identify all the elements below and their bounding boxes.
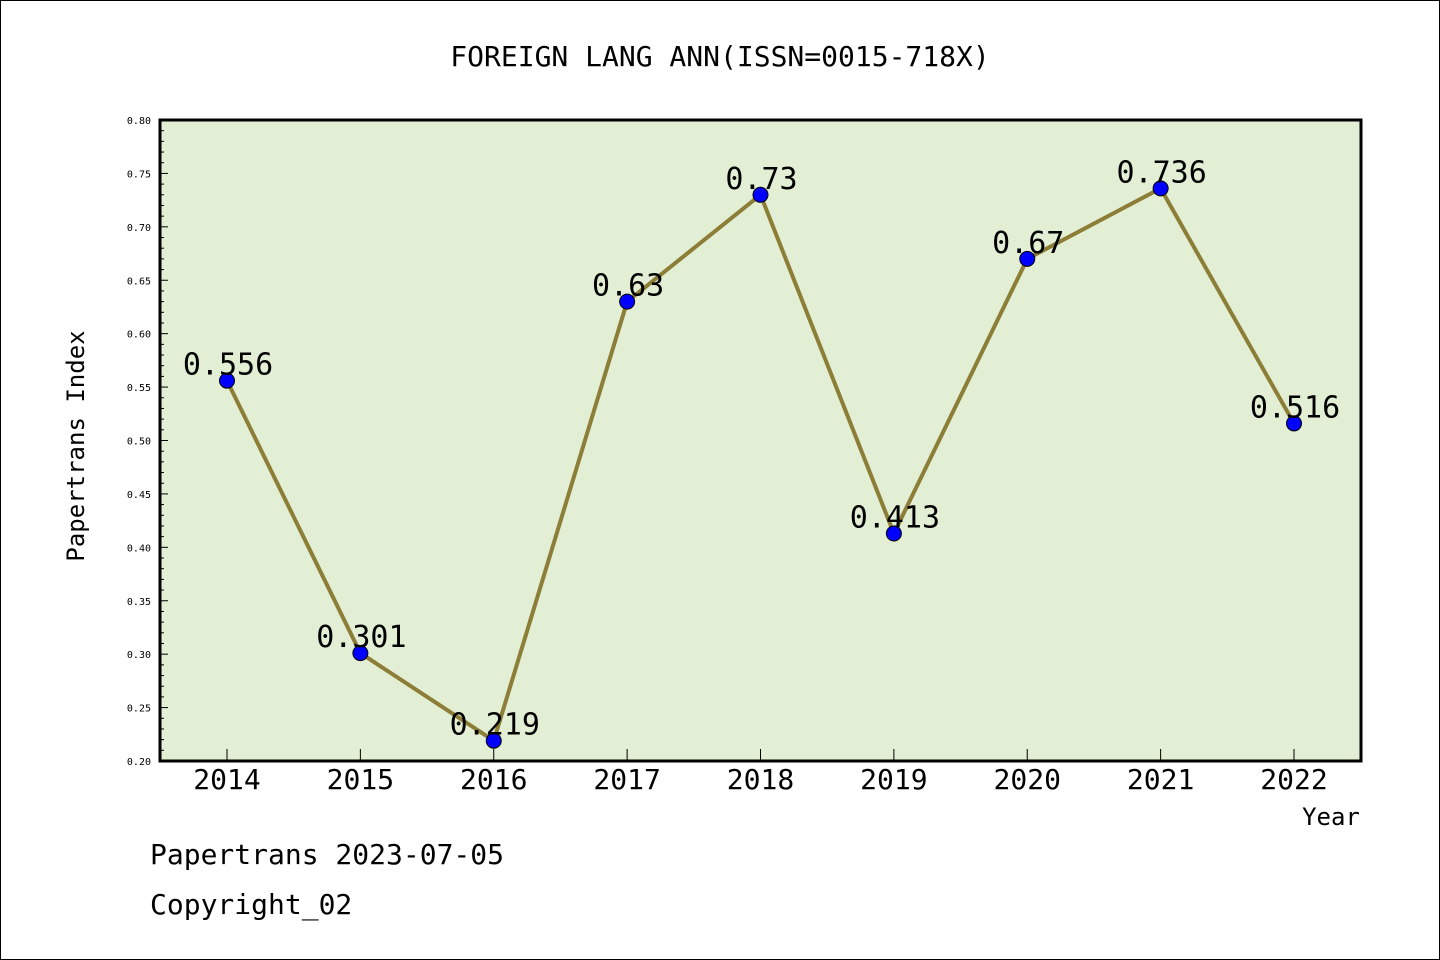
data-point (1286, 415, 1302, 432)
y-tick-label: 0.35 (127, 597, 151, 608)
data-point (619, 293, 636, 310)
y-tick-label: 0.80 (127, 116, 151, 127)
y-tick-label: 0.30 (127, 650, 151, 661)
data-label: 0.413 (850, 500, 940, 535)
data-label: 0.556 (183, 348, 273, 383)
data-label: 0.73 (725, 162, 797, 197)
x-tick-label: 2022 (1260, 763, 1327, 796)
footer-source: Papertrans 2023-07-05 (150, 838, 504, 871)
y-tick-label: 0.40 (127, 543, 151, 554)
y-tick-label: 0.70 (127, 223, 151, 234)
data-point (1019, 250, 1036, 267)
y-tick-label: 0.50 (127, 437, 151, 448)
data-label: 0.516 (1250, 390, 1340, 425)
x-tick-label: 2021 (1127, 763, 1194, 796)
data-label: 0.736 (1116, 155, 1206, 190)
y-tick-label: 0.65 (127, 276, 151, 287)
y-tick-label: 0.60 (127, 330, 151, 341)
data-label: 0.63 (592, 269, 664, 304)
x-tick-label: 2014 (193, 763, 260, 796)
footer-copyright: Copyright_02 (150, 888, 352, 922)
series-markers (219, 180, 1302, 749)
data-point (485, 732, 502, 749)
x-tick-label: 2017 (593, 763, 660, 796)
x-axis-label: Year (1302, 803, 1360, 831)
x-tick-label: 2020 (994, 763, 1061, 796)
y-axis-label: Papertrans Index (62, 330, 90, 561)
x-axis: 2014 2015 2016 2017 2018 2019 2020 2021 2022 (193, 749, 1328, 796)
y-tick-label: 0.45 (127, 490, 151, 501)
data-point (1152, 180, 1169, 197)
y-tick-label: 0.75 (127, 169, 151, 180)
x-tick-label: 2015 (327, 763, 394, 796)
data-point (219, 372, 235, 389)
y-tick-label: 0.25 (127, 704, 151, 715)
chart-title: FOREIGN LANG ANN(ISSN=0015-718X) (450, 40, 989, 73)
data-label: 0.301 (316, 620, 406, 655)
data-label: 0.219 (450, 708, 540, 743)
y-tick-label: 0.20 (127, 757, 151, 768)
data-label: 0.67 (992, 226, 1064, 261)
y-axis: 0.20 0.25 0.30 0.35 0.40 0.45 0.50 0.55 0.60 0.65… (127, 116, 168, 768)
data-point (752, 186, 769, 203)
data-point (885, 525, 902, 542)
x-tick-label: 2016 (460, 763, 527, 796)
data-labels: 0.556 0.301 0.219 0.63 0.73 0.413 0.67 0.736 0.5… (183, 155, 1340, 742)
y-tick-label: 0.55 (127, 383, 151, 394)
data-point (352, 645, 369, 662)
plot-area (158, 118, 1363, 763)
x-tick-label: 2018 (727, 763, 794, 796)
x-tick-label: 2019 (860, 763, 927, 796)
